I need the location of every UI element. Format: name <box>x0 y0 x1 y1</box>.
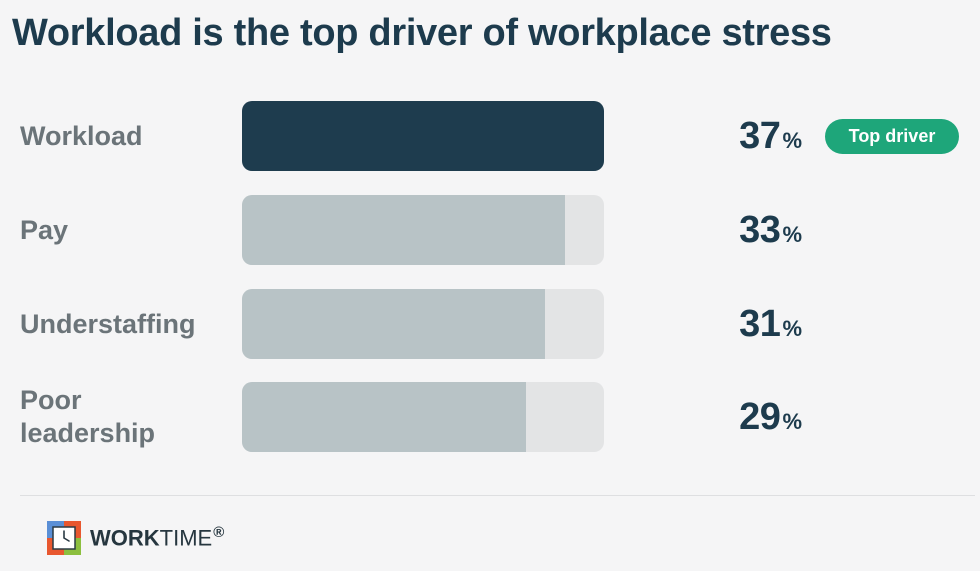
value-number: 31 <box>739 302 781 345</box>
value-number: 37 <box>739 114 781 157</box>
brand-name: WORKTIME® <box>90 524 225 551</box>
value-unit: % <box>782 316 802 341</box>
value-unit: % <box>782 128 802 153</box>
category-label: Poor leadership <box>20 385 156 448</box>
bar-row-workload: Workload 37% Top driver <box>0 101 980 171</box>
value-number: 33 <box>739 208 781 251</box>
category-label: Pay <box>20 214 69 245</box>
category-label: Workload <box>20 120 143 151</box>
category-label: Understaffing <box>20 308 196 339</box>
bar-track <box>242 382 604 452</box>
bar <box>242 382 526 452</box>
bar-track <box>242 101 604 171</box>
value-label: 31% <box>739 289 802 359</box>
bar-track <box>242 289 604 359</box>
value-unit: % <box>782 222 802 247</box>
value-label: 37% <box>739 101 802 171</box>
bar-row-pay: Pay 33% <box>0 195 980 265</box>
value-unit: % <box>782 409 802 434</box>
bar <box>242 289 546 359</box>
brand-logo: WORKTIME® <box>47 521 224 555</box>
bar-track <box>242 195 604 265</box>
bar-row-understaffing: Understaffing 31% <box>0 289 980 359</box>
value-label: 33% <box>739 195 802 265</box>
bar-row-poor-leadership: Poor leadership 29% <box>0 382 980 452</box>
bar <box>242 101 604 171</box>
chart-title: Workload is the top driver of workplace … <box>12 12 832 54</box>
footer-divider <box>20 495 975 496</box>
value-number: 29 <box>739 395 781 438</box>
worktime-logo-icon <box>47 521 81 555</box>
value-label: 29% <box>739 382 802 452</box>
bar <box>242 195 565 265</box>
top-driver-badge: Top driver <box>825 119 959 154</box>
